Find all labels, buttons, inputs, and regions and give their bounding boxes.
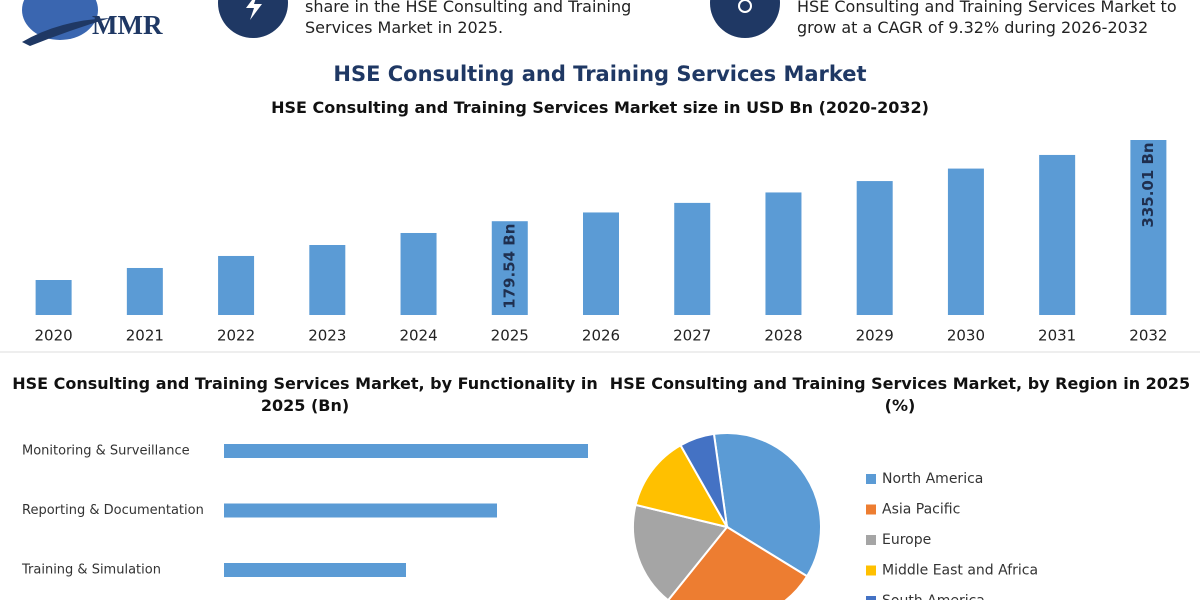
legend-label: Europe bbox=[882, 532, 931, 548]
x-tick-label: 2021 bbox=[126, 327, 164, 345]
bar bbox=[674, 202, 711, 315]
bar bbox=[491, 221, 528, 315]
legend-swatch bbox=[866, 535, 876, 545]
legend-label: Middle East and Africa bbox=[882, 563, 1038, 579]
x-tick-label: 2029 bbox=[856, 327, 894, 345]
x-tick-label: 2023 bbox=[308, 327, 346, 345]
bar bbox=[856, 181, 893, 315]
bar bbox=[583, 212, 619, 315]
x-tick-label: 2031 bbox=[1038, 327, 1076, 345]
bar bbox=[224, 444, 588, 458]
legend-label: South America bbox=[882, 593, 985, 600]
x-tick-label: 2028 bbox=[764, 327, 802, 345]
bar bbox=[224, 563, 406, 577]
bar bbox=[35, 280, 72, 315]
bar bbox=[224, 503, 497, 518]
legend-swatch bbox=[866, 565, 876, 576]
pie-slice bbox=[679, 432, 728, 528]
icon-circle bbox=[710, 0, 780, 38]
bar bbox=[400, 232, 437, 315]
pie-slice bbox=[712, 432, 822, 578]
x-tick-label: 2024 bbox=[399, 327, 437, 345]
chart-title: HSE Consulting and Training Services Mar… bbox=[12, 374, 598, 415]
y-tick-label: Training & Simulation bbox=[21, 563, 161, 578]
legend-label: Asia Pacific bbox=[882, 502, 960, 518]
bar bbox=[126, 267, 163, 315]
icon-bolt bbox=[246, 0, 262, 20]
icon-circle bbox=[218, 0, 288, 38]
chart-subtitle: HSE Consulting and Training Services Mar… bbox=[271, 98, 929, 117]
legend-swatch bbox=[866, 474, 876, 484]
x-tick-label: 2026 bbox=[582, 327, 620, 345]
pie-slice bbox=[632, 503, 729, 600]
note: share in the HSE Consulting and Training… bbox=[305, 0, 632, 37]
value-label: 335.01 Bn bbox=[1139, 142, 1157, 227]
bar bbox=[947, 168, 984, 315]
bar bbox=[218, 255, 255, 315]
bar bbox=[1039, 154, 1076, 315]
icon-glyph bbox=[738, 0, 752, 13]
legend-swatch bbox=[866, 596, 876, 600]
x-tick-label: 2027 bbox=[673, 327, 711, 345]
y-tick-label: Monitoring & Surveillance bbox=[22, 444, 190, 459]
logo-swoosh bbox=[22, 18, 110, 46]
y-tick-label: Reporting & Documentation bbox=[22, 503, 204, 518]
x-tick-label: 2030 bbox=[947, 327, 985, 345]
x-tick-label: 2020 bbox=[35, 327, 73, 345]
bar bbox=[765, 192, 802, 315]
legend-swatch bbox=[866, 504, 876, 515]
value-label: 179.54 Bn bbox=[500, 224, 518, 309]
note: HSE Consulting and Training Services Mar… bbox=[797, 0, 1177, 37]
logo-globe bbox=[22, 0, 98, 40]
chart-title: HSE Consulting and Training Services Mar… bbox=[333, 62, 867, 86]
bar bbox=[1130, 140, 1167, 315]
x-tick-label: 2032 bbox=[1129, 327, 1167, 345]
pie-slice bbox=[634, 443, 730, 529]
x-tick-label: 2025 bbox=[491, 327, 529, 345]
chart-title: HSE Consulting and Training Services Mar… bbox=[609, 374, 1191, 415]
logo-text: MMR bbox=[92, 10, 163, 40]
legend-label: North America bbox=[882, 471, 983, 487]
pie-slice bbox=[667, 525, 809, 600]
bar bbox=[309, 245, 346, 315]
x-tick-label: 2022 bbox=[217, 327, 255, 345]
